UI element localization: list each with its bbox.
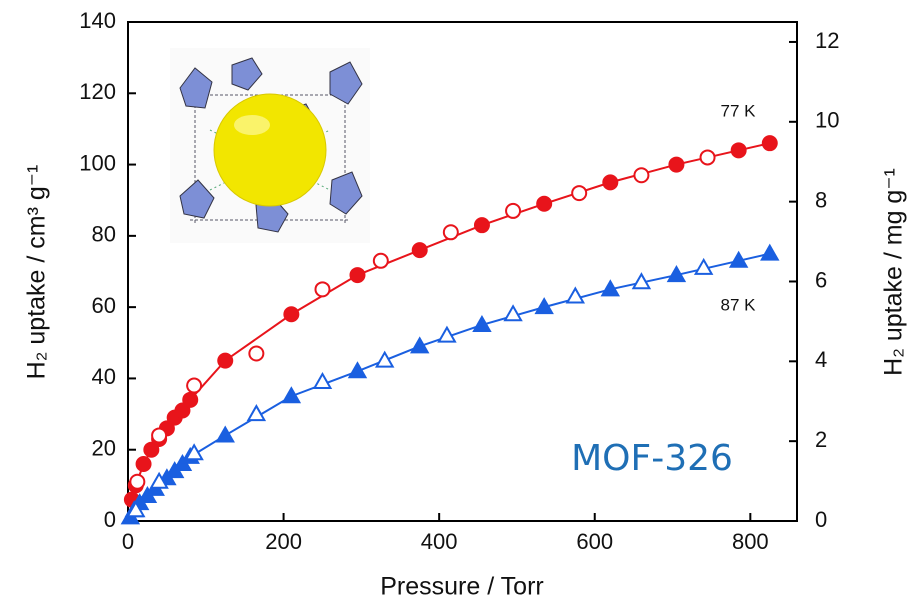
y-axis-label: H₂ uptake / cm³ g⁻¹ [23,165,51,380]
data-point [284,307,298,321]
data-point [374,254,388,268]
data-point [572,186,586,200]
annotation: MOF-326 [571,438,733,479]
y2-tick-label: 6 [815,267,827,292]
y-tick-label: 80 [92,222,116,247]
data-point [217,427,233,441]
y-tick-label: 60 [92,293,116,318]
x-tick-label: 800 [732,529,769,554]
data-point [475,218,489,232]
data-point [218,354,232,368]
data-point [762,246,778,260]
data-point [187,379,201,393]
data-point [763,136,777,150]
chart: Pressure / Torr H₂ uptake / cm³ g⁻¹ H₂ u… [0,0,915,607]
y-tick-label: 100 [79,150,116,175]
data-point [567,288,583,302]
y-tick-label: 0 [104,507,116,532]
data-point [249,346,263,360]
y2-axis-label: H₂ uptake / mg g⁻¹ [880,168,908,376]
y2-tick-label: 8 [815,187,827,212]
data-point [183,393,197,407]
y-tick-label: 140 [79,8,116,33]
y2-tick-label: 0 [815,507,827,532]
y2-tick-label: 12 [815,28,839,53]
data-point [315,282,329,296]
inset-structure [170,48,370,243]
x-tick-label: 400 [421,529,458,554]
data-point [137,457,151,471]
data-point [732,143,746,157]
data-point [506,204,520,218]
data-point [701,150,715,164]
data-point [152,428,166,442]
data-point [377,353,393,367]
data-point [349,363,365,377]
x-tick-label: 200 [265,529,302,554]
annotation: 77 K [721,101,757,120]
data-point [314,374,330,388]
y-tick-label: 20 [92,436,116,461]
y-tick-label: 120 [79,79,116,104]
x-axis-label: Pressure / Torr [380,573,543,601]
x-tick-label: 0 [122,529,134,554]
y2-tick-label: 2 [815,427,827,452]
data-point [537,197,551,211]
data-point [444,225,458,239]
x-tick-label: 600 [576,529,613,554]
data-point [350,268,364,282]
data-point [130,475,144,489]
data-point [634,168,648,182]
data-point [505,306,521,320]
data-point [603,175,617,189]
annotation: 87 K [721,295,757,314]
page: {"chart_data": {"type": "scatter", "xlab… [0,0,915,607]
y2-tick-label: 10 [815,108,839,133]
y-tick-label: 40 [92,364,116,389]
data-point [413,243,427,257]
data-point [669,158,683,172]
data-point [283,388,299,402]
y2-tick-label: 4 [815,347,827,372]
